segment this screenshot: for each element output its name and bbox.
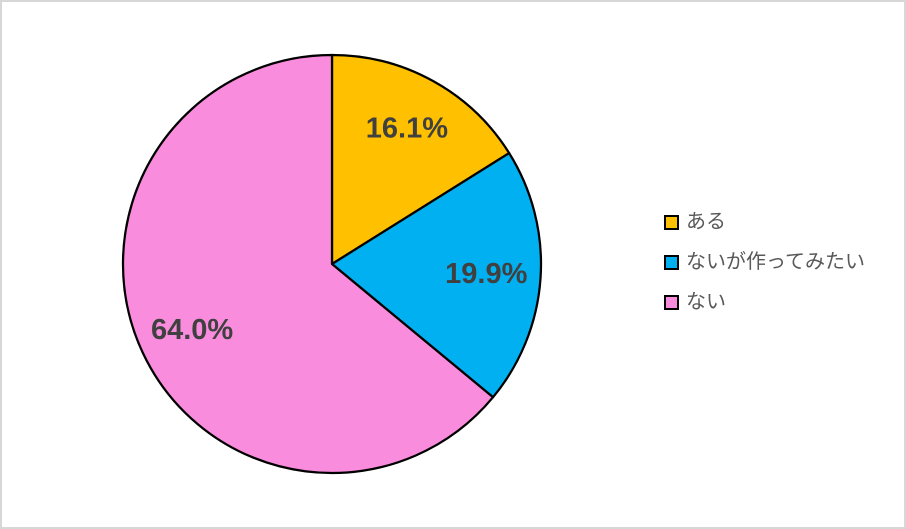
legend-item-aru[interactable]: ある xyxy=(664,210,865,234)
legend-item-naiga-tsukuttemitai[interactable]: ないが作ってみたい xyxy=(664,250,865,274)
legend-label-aru: ある xyxy=(686,211,726,233)
slice-value-label-0: 16.1% xyxy=(366,113,448,145)
slice-value-label-2: 64.0% xyxy=(151,314,233,346)
slice-value-label-1: 19.9% xyxy=(445,258,527,290)
legend-marker-nai xyxy=(664,294,679,310)
legend-marker-aru xyxy=(664,214,679,230)
legend-item-nai[interactable]: ない xyxy=(664,290,865,314)
legend: ある ないが作ってみたい ない xyxy=(664,210,865,314)
pie-slice-2[interactable] xyxy=(121,53,495,475)
pie-slice-1[interactable] xyxy=(330,151,543,399)
legend-label-naiga-tsukuttemitai: ないが作ってみたい xyxy=(686,251,865,273)
legend-label-nai: ない xyxy=(686,291,726,313)
legend-marker-naiga-tsukuttemitai xyxy=(664,254,679,270)
pie-slice-0[interactable] xyxy=(330,53,511,266)
